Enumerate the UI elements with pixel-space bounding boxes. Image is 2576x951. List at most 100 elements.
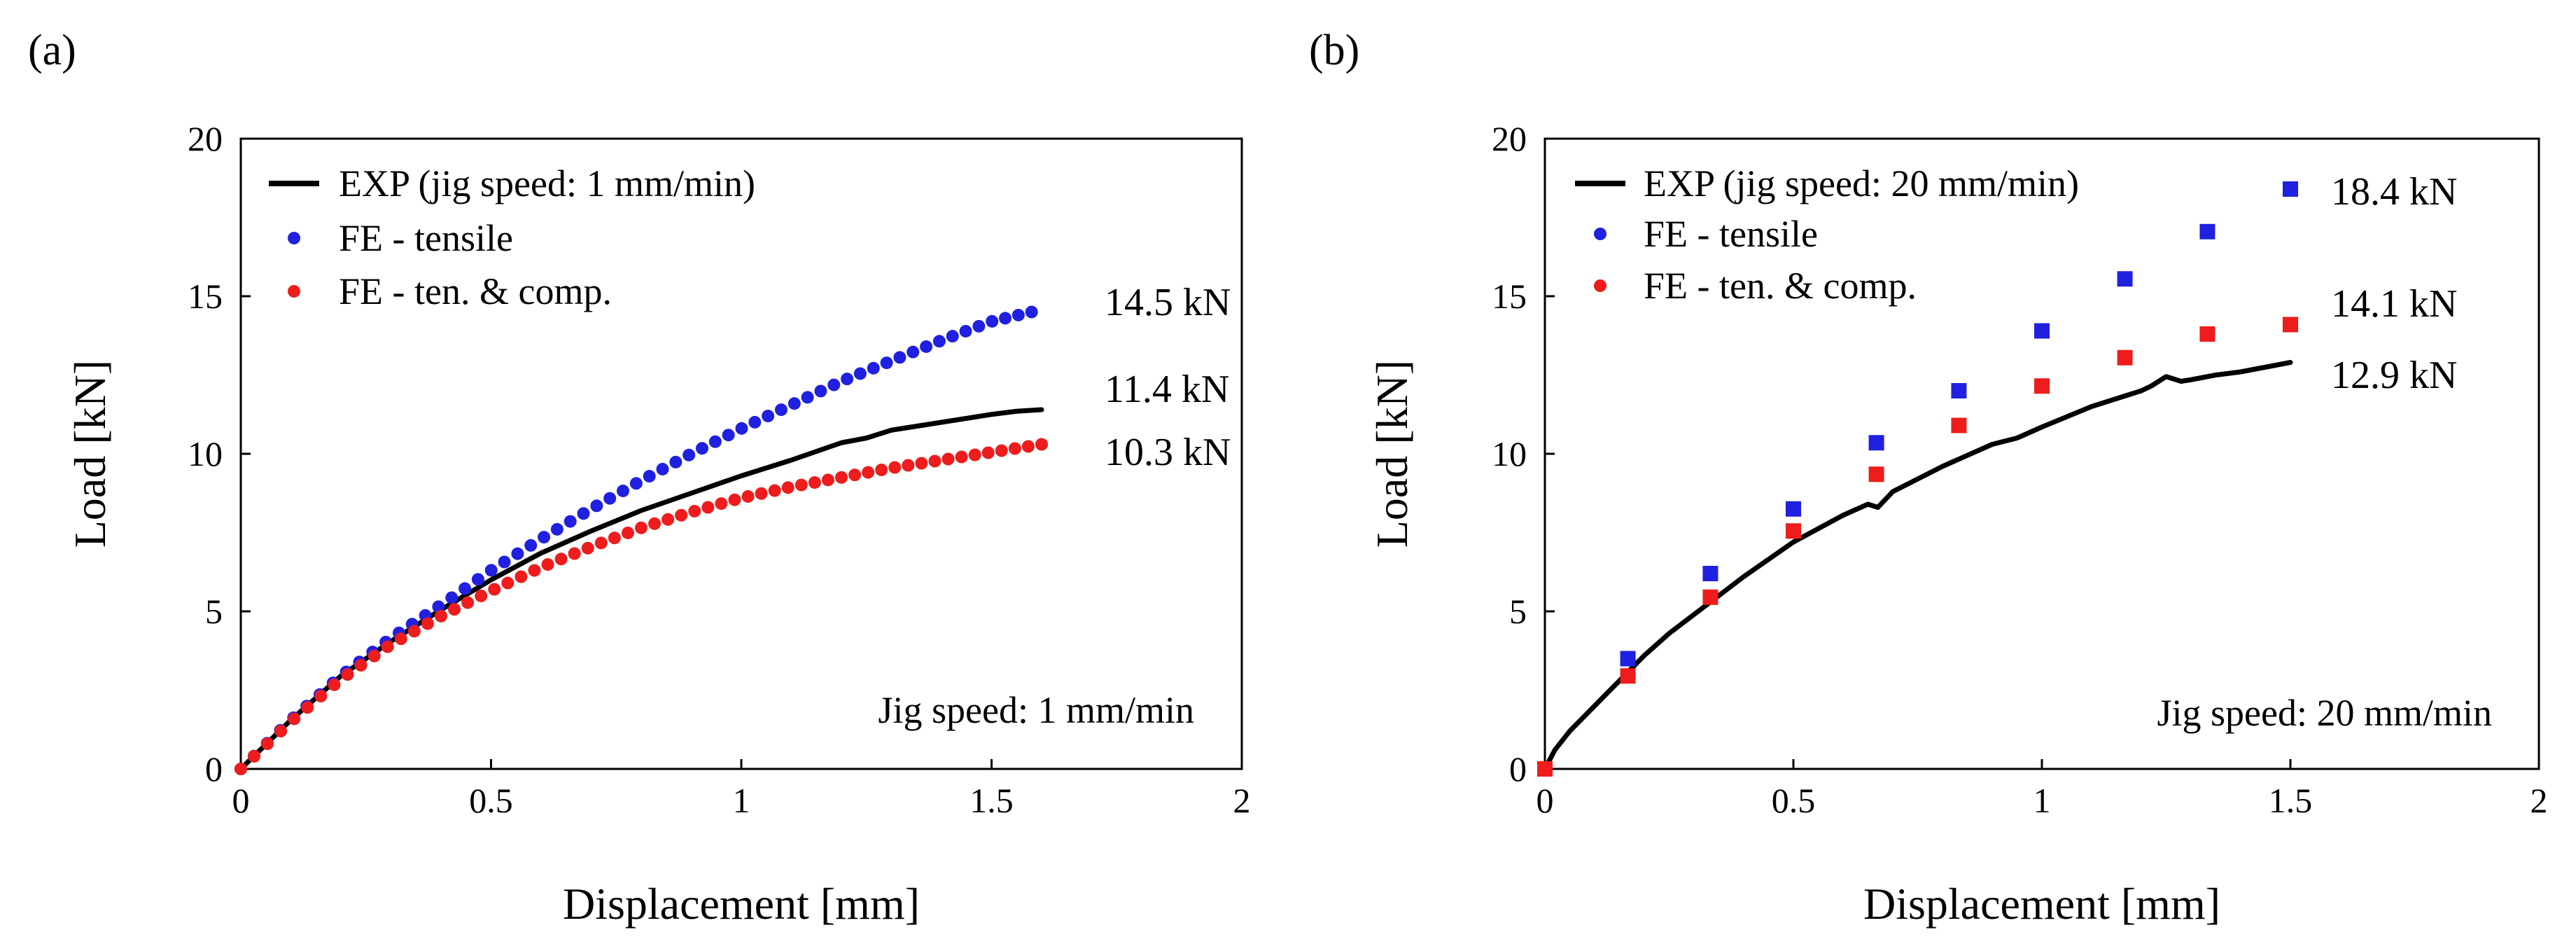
data-point-fe-tencomp-a bbox=[274, 725, 288, 737]
data-point-fe-tencomp-a bbox=[675, 508, 688, 522]
data-point-fe-tencomp-a bbox=[1035, 438, 1048, 451]
y-tick-label-b: 15 bbox=[1492, 277, 1527, 316]
data-point-fe-tencomp-a bbox=[968, 448, 981, 461]
data-point-fe-tencomp-a bbox=[514, 570, 528, 583]
data-point-fe-tencomp-a bbox=[394, 632, 407, 646]
data-point-fe-tencomp-a bbox=[407, 625, 421, 638]
x-tick-label-b: 1.5 bbox=[2269, 781, 2313, 820]
data-point-fe-tensile-a bbox=[999, 312, 1012, 325]
data-point-fe-tencomp-a bbox=[941, 452, 955, 466]
data-point-fe-tencomp-a bbox=[835, 471, 848, 484]
data-point-fe-tensile-a bbox=[906, 345, 920, 359]
data-point-fe-tencomp-a bbox=[328, 678, 341, 691]
legend-swatch-tencomp-a bbox=[288, 285, 300, 298]
legend-label-tensile-a: FE - tensile bbox=[339, 217, 513, 259]
x-tick-label-a: 0.5 bbox=[469, 781, 513, 820]
data-point-fe-tencomp-a bbox=[594, 536, 608, 550]
x-tick-label-b: 1 bbox=[2033, 781, 2051, 820]
y-tick-label-b: 10 bbox=[1492, 434, 1527, 473]
series-b bbox=[1537, 181, 2298, 777]
data-point-fe-tensile-a bbox=[590, 499, 603, 513]
end-label-tencomp-b: 14.1 kN bbox=[2331, 282, 2457, 326]
data-point-fe-tencomp-a bbox=[875, 463, 888, 476]
data-point-fe-tencomp-a bbox=[981, 446, 995, 459]
data-point-fe-tensile-a bbox=[617, 484, 630, 497]
data-point-fe-tensile-a bbox=[643, 470, 656, 483]
data-point-fe-tensile-a bbox=[708, 435, 722, 448]
x-tick-label-b: 2 bbox=[2530, 781, 2548, 820]
y-tick-label-a: 10 bbox=[188, 434, 223, 473]
data-point-fe-tencomp-a bbox=[915, 457, 928, 470]
data-point-fe-tensile-a bbox=[629, 477, 643, 490]
y-tick-label-a: 20 bbox=[188, 119, 223, 158]
data-point-fe-tencomp-a bbox=[381, 640, 394, 653]
data-point-fe-tensile-a bbox=[603, 492, 617, 505]
data-point-fe-tencomp-a bbox=[554, 553, 568, 566]
data-point-fe-tencomp-b bbox=[2199, 326, 2216, 342]
data-point-fe-tensile-a bbox=[1025, 305, 1038, 319]
legend-swatch-tensile-b bbox=[1594, 228, 1606, 240]
data-point-fe-tencomp-a bbox=[928, 454, 941, 468]
data-point-fe-tencomp-a bbox=[808, 475, 821, 489]
data-point-fe-tencomp-a bbox=[301, 701, 314, 714]
data-point-fe-tencomp-b bbox=[2034, 378, 2050, 394]
data-point-fe-tensile-a bbox=[550, 522, 564, 536]
data-point-fe-tensile-a bbox=[498, 555, 511, 569]
data-point-fe-tensile-a bbox=[748, 415, 762, 429]
y-tick-label-b: 5 bbox=[1509, 592, 1527, 631]
y-tick-label-a: 0 bbox=[205, 749, 223, 789]
data-point-fe-tencomp-a bbox=[608, 532, 621, 545]
data-point-fe-tencomp-a bbox=[768, 484, 781, 497]
data-point-fe-tensile-a bbox=[445, 591, 458, 604]
data-point-fe-tencomp-a bbox=[755, 487, 768, 500]
legend-a: EXP (jig speed: 1 mm/min) FE - tensile F… bbox=[269, 162, 755, 312]
data-point-fe-tensile-b bbox=[2117, 271, 2133, 287]
data-point-fe-tencomp-a bbox=[341, 668, 354, 681]
data-point-fe-tensile-a bbox=[484, 564, 498, 577]
y-axis-label-a: Load [kN] bbox=[65, 360, 115, 548]
data-point-fe-tensile-a bbox=[762, 410, 775, 422]
data-point-fe-tencomp-a bbox=[568, 547, 581, 560]
x-axis-label-b: Displacement [mm] bbox=[1863, 879, 2220, 929]
data-point-fe-tensile-b bbox=[2283, 181, 2298, 197]
panel-label-b: (b) bbox=[1309, 27, 1359, 74]
data-point-fe-tencomp-b bbox=[1702, 589, 1718, 605]
data-point-fe-tencomp-a bbox=[621, 526, 634, 539]
jig-speed-note-a: Jig speed: 1 mm/min bbox=[878, 689, 1195, 731]
data-point-fe-tensile-a bbox=[735, 422, 748, 435]
data-point-fe-tencomp-a bbox=[435, 609, 447, 623]
data-point-fe-tensile-a bbox=[986, 314, 999, 328]
data-point-fe-tensile-b bbox=[1620, 651, 1636, 667]
data-point-fe-tencomp-a bbox=[448, 603, 461, 616]
data-point-fe-tensile-a bbox=[458, 582, 472, 595]
x-tick-label-b: 0 bbox=[1536, 781, 1554, 820]
data-point-fe-tensile-a bbox=[682, 448, 696, 461]
data-point-fe-tencomp-a bbox=[995, 444, 1008, 457]
data-point-fe-tencomp-a bbox=[234, 763, 247, 775]
data-point-fe-tensile-a bbox=[564, 515, 577, 528]
data-point-fe-tencomp-a bbox=[635, 521, 648, 534]
data-point-fe-tencomp-a bbox=[368, 649, 381, 662]
series-a bbox=[234, 305, 1048, 775]
series-line-exp-b bbox=[1542, 360, 2293, 772]
data-point-fe-tensile-a bbox=[972, 319, 986, 333]
data-point-fe-tencomp-b bbox=[1537, 761, 1553, 777]
x-tick-label-a: 1 bbox=[733, 781, 750, 820]
data-point-fe-tensile-a bbox=[801, 391, 814, 404]
data-point-fe-tencomp-b bbox=[1951, 417, 1967, 433]
data-point-fe-tencomp-a bbox=[862, 466, 875, 479]
data-point-fe-tencomp-b bbox=[2283, 317, 2298, 333]
data-point-fe-tencomp-a bbox=[821, 473, 834, 487]
data-point-fe-tensile-a bbox=[880, 356, 893, 370]
end-label-tensile-a: 14.5 kN bbox=[1105, 281, 1231, 324]
data-point-fe-tensile-a bbox=[827, 378, 841, 391]
data-point-fe-tencomp-a bbox=[902, 459, 915, 472]
x-tick-label-a: 2 bbox=[1233, 781, 1251, 820]
data-point-fe-tensile-a bbox=[538, 531, 551, 544]
data-point-fe-tensile-b bbox=[1702, 566, 1718, 581]
